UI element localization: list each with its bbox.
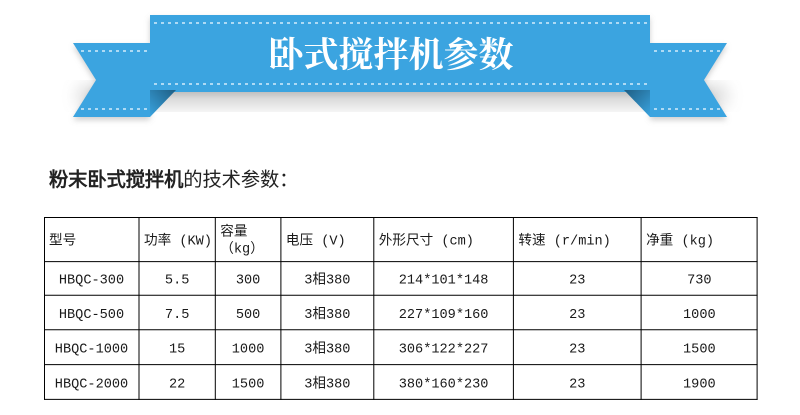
svg-text:1000: 1000 xyxy=(683,308,716,323)
svg-text:23: 23 xyxy=(569,377,585,392)
svg-text:306*122*227: 306*122*227 xyxy=(399,342,489,357)
svg-text:HBQC-1000: HBQC-1000 xyxy=(55,342,128,357)
svg-text:型号: 型号 xyxy=(49,232,76,249)
svg-text:3相380: 3相380 xyxy=(305,306,351,323)
svg-text:380*160*230: 380*160*230 xyxy=(399,377,489,392)
svg-text:300: 300 xyxy=(236,273,260,288)
svg-text:23: 23 xyxy=(569,308,585,323)
svg-text:214*101*148: 214*101*148 xyxy=(399,273,489,288)
svg-text:5.5: 5.5 xyxy=(165,273,189,288)
svg-text:23: 23 xyxy=(569,342,585,357)
svg-text:3相380: 3相380 xyxy=(305,340,351,357)
svg-text:1000: 1000 xyxy=(232,342,265,357)
svg-text:（kg）: （kg） xyxy=(221,241,265,257)
svg-text:15: 15 xyxy=(169,342,185,357)
svg-text:1500: 1500 xyxy=(683,342,716,357)
svg-text:1900: 1900 xyxy=(683,377,716,392)
svg-text:容量: 容量 xyxy=(221,222,248,240)
svg-text:730: 730 xyxy=(687,273,711,288)
svg-text:电压 (V): 电压 (V) xyxy=(286,232,346,249)
svg-text:卧式搅拌机参数: 卧式搅拌机参数 xyxy=(268,28,513,78)
svg-text:500: 500 xyxy=(236,308,260,323)
svg-text:HBQC-300: HBQC-300 xyxy=(59,273,124,288)
svg-text:3相380: 3相380 xyxy=(305,271,351,288)
svg-text:转速 (r/min): 转速 (r/min) xyxy=(519,232,611,249)
svg-text:功率 (KW): 功率 (KW) xyxy=(144,231,212,249)
svg-text:HBQC-500: HBQC-500 xyxy=(59,308,124,323)
svg-text:外形尺寸 (cm): 外形尺寸 (cm) xyxy=(379,232,474,249)
svg-text:HBQC-2000: HBQC-2000 xyxy=(55,377,128,392)
svg-text:净重 (kg): 净重 (kg) xyxy=(646,232,714,249)
svg-text:227*109*160: 227*109*160 xyxy=(399,308,489,323)
svg-text:1500: 1500 xyxy=(232,377,265,392)
svg-text:3相380: 3相380 xyxy=(305,375,351,392)
svg-text:23: 23 xyxy=(569,273,585,288)
svg-text:7.5: 7.5 xyxy=(165,308,189,323)
svg-text:22: 22 xyxy=(169,377,185,392)
